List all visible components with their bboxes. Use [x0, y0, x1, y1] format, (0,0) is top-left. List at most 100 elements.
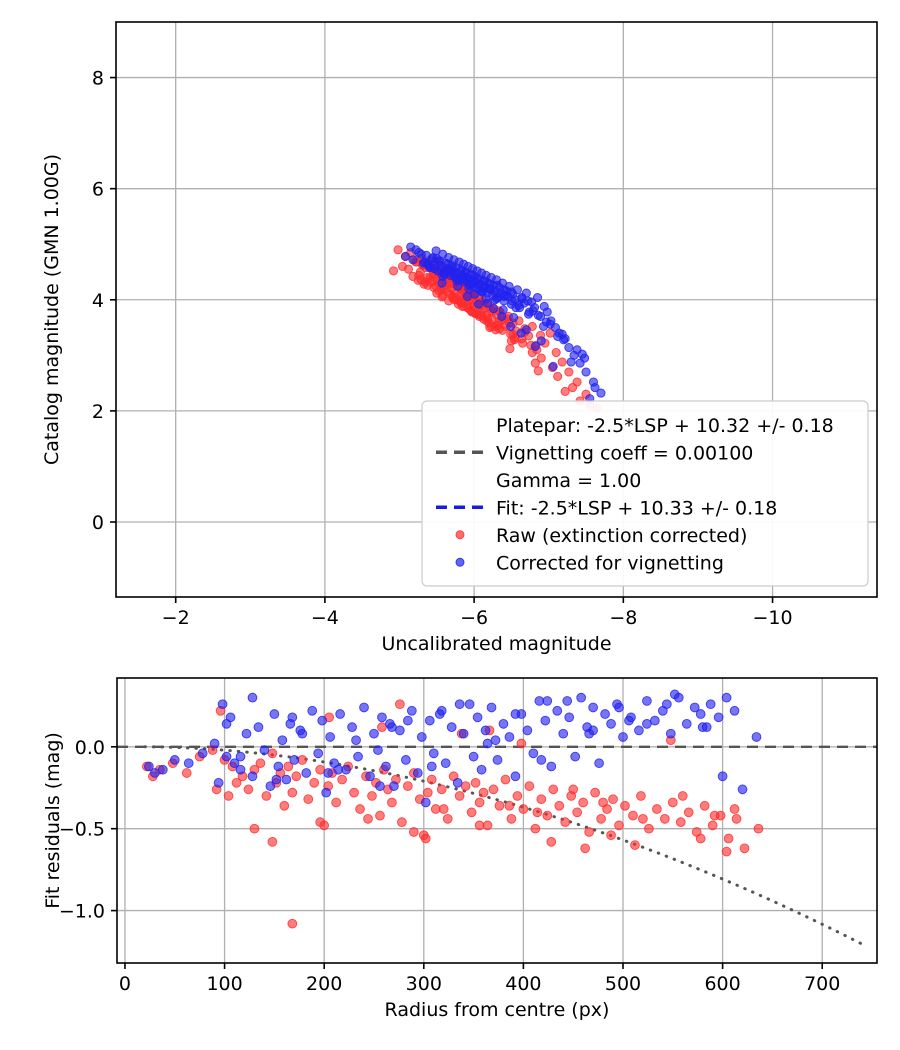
plot-area-fit-residuals-plot: [117, 689, 877, 949]
data-point: [536, 794, 547, 805]
data-point: [570, 751, 581, 762]
data-point: [444, 267, 455, 277]
data-point: [642, 696, 652, 706]
data-point: [403, 781, 413, 791]
data-point: [634, 725, 644, 736]
data-point: [337, 774, 347, 785]
ytick-label: 2: [92, 401, 104, 423]
legend-entry[interactable]: Platepar: -2.5*LSP + 10.32 +/- 0.18: [496, 415, 834, 437]
legend-entry[interactable]: Gamma = 1.00: [496, 470, 641, 492]
data-point: [406, 242, 416, 252]
data-point: [430, 264, 440, 274]
data-point: [460, 781, 471, 791]
data-point: [584, 827, 594, 837]
data-point: [229, 758, 240, 769]
data-point: [333, 764, 343, 775]
data-point: [562, 696, 573, 706]
ytick-label: 0.0: [75, 737, 105, 759]
data-point: [468, 751, 479, 762]
data-point: [753, 823, 764, 834]
data-point: [596, 388, 606, 398]
data-point: [542, 810, 553, 821]
data-point: [231, 777, 242, 788]
data-point: [283, 761, 294, 772]
data-point: [695, 709, 706, 719]
data-point: [209, 738, 220, 749]
data-point: [661, 699, 672, 710]
data-point: [500, 290, 511, 300]
data-point: [416, 732, 427, 742]
data-point: [490, 735, 501, 746]
data-point: [504, 800, 515, 811]
data-point: [572, 807, 583, 818]
data-point: [652, 804, 662, 814]
data-point: [476, 286, 486, 296]
data-point: [695, 833, 706, 844]
data-point: [424, 715, 435, 726]
data-point: [303, 794, 314, 805]
data-point: [466, 807, 477, 818]
data-point: [287, 787, 298, 798]
data-point: [221, 751, 232, 762]
data-point: [347, 722, 357, 732]
legend-entry[interactable]: Corrected for vignetting: [455, 552, 724, 574]
data-point: [217, 699, 228, 710]
xtick-label: 200: [306, 973, 342, 995]
data-point: [594, 758, 604, 769]
data-point: [428, 748, 439, 759]
axes-frame: [115, 21, 878, 598]
data-point: [375, 781, 385, 791]
legend-entry[interactable]: Fit: -2.5*LSP + 10.33 +/- 0.18: [436, 497, 777, 519]
data-point: [474, 797, 485, 808]
data-point: [452, 777, 463, 788]
data-point: [614, 702, 624, 713]
data-point: [367, 791, 377, 801]
data-point: [484, 284, 494, 294]
data-point: [261, 791, 272, 801]
data-point: [287, 918, 298, 929]
data-point: [317, 715, 328, 726]
ytick-label: 4: [92, 290, 104, 312]
data-point: [729, 804, 740, 814]
xtick-label: −8: [609, 607, 637, 629]
data-point: [608, 794, 618, 805]
data-point: [568, 784, 579, 795]
data-point: [530, 358, 540, 368]
data-point: [584, 728, 594, 739]
ticks: 0 100 200 300 400 500 600 700 0.0 −0.5 −1.0: [59, 737, 840, 995]
data-point: [596, 814, 606, 824]
data-point: [307, 705, 318, 716]
data-point: [315, 817, 326, 827]
data-point: [243, 784, 254, 795]
data-point: [464, 699, 475, 710]
data-point: [388, 266, 399, 276]
data-point: [528, 748, 539, 759]
data-point: [247, 771, 258, 782]
data-point: [375, 810, 385, 821]
data-point: [197, 748, 208, 759]
legend-entry[interactable]: Raw (extinction corrected): [455, 525, 747, 547]
data-point: [683, 807, 694, 818]
data-point: [423, 259, 433, 269]
data-point: [351, 735, 361, 746]
data-point: [638, 814, 648, 824]
data-point: [395, 725, 405, 736]
data-point: [458, 274, 468, 284]
data-point: [430, 804, 441, 814]
data-point: [481, 294, 491, 304]
data-point: [506, 814, 517, 824]
data-point: [548, 784, 559, 795]
legend-entry[interactable]: Vignetting coeff = 0.00100: [436, 442, 753, 464]
ytick-label: −0.5: [59, 819, 105, 841]
legend[interactable]: Platepar: -2.5*LSP + 10.32 +/- 0.18 Vigne…: [421, 400, 869, 587]
data-point: [355, 804, 365, 814]
data-point: [397, 817, 407, 827]
data-point: [476, 764, 487, 775]
data-point: [504, 732, 515, 742]
data-point: [470, 308, 480, 318]
data-point: [223, 791, 234, 801]
data-point: [287, 712, 298, 723]
data-point: [412, 768, 423, 778]
data-point: [291, 771, 302, 782]
data-point: [432, 254, 442, 264]
